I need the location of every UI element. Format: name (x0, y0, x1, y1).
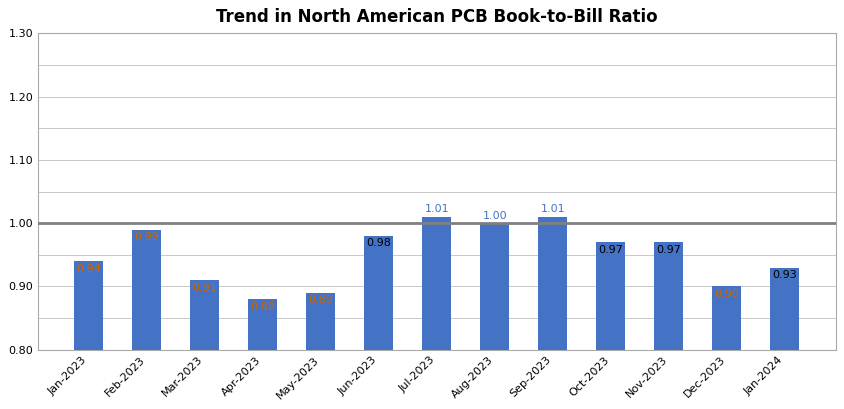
Text: 0.98: 0.98 (366, 238, 392, 248)
Text: 0.99: 0.99 (134, 232, 160, 242)
Bar (74, 261, 103, 350)
Text: 1.01: 1.01 (425, 204, 449, 214)
Bar (365, 236, 393, 350)
Text: 0.97: 0.97 (657, 245, 681, 255)
Bar (190, 280, 219, 350)
Text: 0.94: 0.94 (76, 264, 101, 274)
Bar (248, 299, 278, 350)
Bar (538, 217, 567, 350)
Text: 0.89: 0.89 (308, 295, 333, 306)
Text: 1.01: 1.01 (540, 204, 565, 214)
Bar (422, 217, 452, 350)
Title: Trend in North American PCB Book-to-Bill Ratio: Trend in North American PCB Book-to-Bill… (216, 8, 657, 26)
Text: 0.88: 0.88 (251, 302, 275, 312)
Bar (771, 267, 799, 350)
Text: 1.00: 1.00 (483, 211, 507, 221)
Bar (306, 293, 335, 350)
Bar (480, 223, 509, 350)
Bar (133, 229, 161, 350)
Text: 0.90: 0.90 (715, 289, 739, 299)
Bar (712, 286, 741, 350)
Bar (597, 242, 625, 350)
Bar (654, 242, 684, 350)
Text: 0.93: 0.93 (772, 270, 798, 280)
Text: 0.91: 0.91 (192, 283, 217, 293)
Text: 0.97: 0.97 (598, 245, 623, 255)
